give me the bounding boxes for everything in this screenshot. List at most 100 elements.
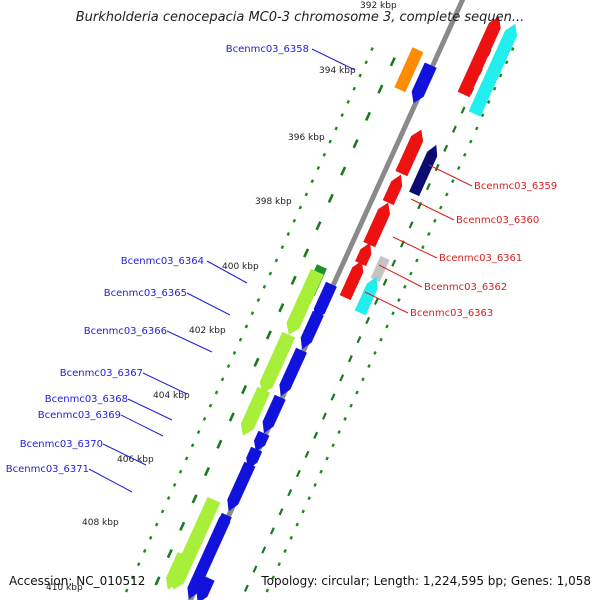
gene-arrow[interactable] [240, 386, 271, 436]
gene-label-connector [127, 398, 173, 421]
scale-label: 410 kbp [46, 583, 83, 593]
tick-mark [352, 139, 359, 149]
tick-mark [433, 218, 437, 223]
tick-mark [277, 562, 281, 567]
gene-arrow[interactable] [259, 331, 296, 394]
topology-summary: Topology: circular; Length: 1,224,595 bp… [261, 574, 591, 588]
scale-label: 398 kbp [255, 197, 292, 207]
tick-mark [328, 139, 332, 144]
gene-arrow[interactable] [354, 276, 378, 316]
tick-mark [301, 509, 305, 514]
gene-label-connector [102, 443, 147, 466]
tick-mark [504, 60, 509, 65]
tick-mark [154, 522, 159, 527]
scale-label: 400 kbp [222, 262, 259, 272]
tick-mark [287, 488, 293, 497]
gene-label-connector [392, 236, 438, 259]
gene-arrow[interactable] [254, 430, 270, 452]
tick-mark [425, 182, 431, 191]
gene-arrow[interactable] [468, 23, 518, 117]
gene-arrow[interactable] [227, 461, 256, 512]
tick-mark [325, 456, 329, 461]
tick-mark [166, 548, 173, 559]
tick-mark [295, 522, 299, 527]
tick-mark [349, 403, 353, 408]
tick-mark [214, 390, 219, 395]
gene-arrow[interactable] [355, 242, 372, 267]
tick-mark [451, 179, 455, 184]
tick-mark [421, 245, 425, 250]
gene-label-left[interactable]: Bcenmc03_6371 [6, 464, 89, 475]
tick-mark [355, 390, 359, 395]
tick-mark [313, 431, 319, 439]
gene-arrow[interactable] [313, 281, 337, 321]
gene-arrow[interactable] [394, 47, 424, 93]
gene-label-left[interactable]: Bcenmc03_6366 [84, 326, 167, 337]
tick-mark [391, 259, 397, 267]
gene-label-left[interactable]: Bcenmc03_6358 [226, 44, 309, 55]
tick-mark [445, 192, 449, 197]
tick-mark [268, 271, 273, 276]
tick-mark [322, 152, 327, 157]
gene-label-left[interactable]: Bcenmc03_6365 [104, 288, 187, 299]
gene-arrow[interactable] [382, 174, 403, 206]
tick-mark [271, 575, 275, 580]
gene-label-left[interactable]: Bcenmc03_6369 [38, 410, 121, 421]
tick-mark [142, 549, 147, 553]
gene-label-right[interactable]: Bcenmc03_6361 [439, 253, 522, 264]
gene-label-right[interactable]: Bcenmc03_6363 [410, 308, 493, 319]
gene-arrow[interactable] [246, 446, 263, 470]
tick-mark [172, 482, 177, 487]
tick-mark [196, 430, 201, 435]
tick-mark [367, 364, 371, 369]
gene-label-right[interactable]: Bcenmc03_6359 [474, 181, 557, 192]
tick-mark [486, 100, 491, 104]
gene-arrow[interactable] [187, 516, 231, 600]
tick-mark [286, 232, 291, 236]
tick-mark [327, 193, 334, 204]
tick-mark [280, 245, 285, 250]
gene-label-connector [186, 292, 231, 316]
tick-mark [154, 576, 161, 586]
gene-label-left[interactable]: Bcenmc03_6368 [45, 394, 128, 405]
tick-mark [283, 549, 287, 553]
gene-label-left[interactable]: Bcenmc03_6370 [20, 439, 103, 450]
tick-mark [480, 113, 485, 118]
tick-mark [216, 439, 223, 449]
gene-arrow[interactable] [279, 347, 307, 397]
gene-label-right[interactable]: Bcenmc03_6360 [456, 215, 539, 226]
tick-mark [389, 57, 396, 67]
gene-label-left[interactable]: Bcenmc03_6367 [60, 368, 143, 379]
gene-arrow[interactable] [300, 310, 324, 350]
gene-label-right[interactable]: Bcenmc03_6362 [424, 282, 507, 293]
tick-mark [373, 297, 379, 306]
gene-arrow[interactable] [363, 202, 390, 248]
tick-mark [178, 469, 183, 474]
gene-arrow[interactable] [370, 255, 390, 282]
tick-mark [340, 113, 344, 118]
gene-label-left[interactable]: Bcenmc03_6364 [121, 256, 204, 267]
tick-mark [307, 496, 311, 501]
gene-arrow[interactable] [286, 268, 324, 335]
gene-arrow[interactable] [196, 575, 215, 600]
tick-mark [292, 218, 297, 223]
tick-mark [166, 496, 171, 501]
tick-mark [457, 166, 461, 170]
tick-mark [148, 535, 153, 540]
tick-mark [463, 152, 467, 157]
gene-arrow[interactable] [411, 62, 437, 104]
tick-mark [409, 271, 413, 276]
gene-arrow[interactable] [409, 144, 438, 197]
tick-mark [298, 205, 303, 210]
gene-arrow[interactable] [339, 260, 364, 301]
tick-mark [278, 508, 284, 516]
scale-label: 408 kbp [82, 518, 119, 528]
gene-arrow[interactable] [166, 552, 190, 590]
gene-arrow[interactable] [457, 16, 501, 98]
gene-arrow[interactable] [262, 394, 286, 434]
tick-mark [232, 350, 237, 355]
gene-arrow[interactable] [395, 129, 424, 177]
scale-label: 396 kbp [288, 133, 325, 143]
tick-mark [427, 232, 431, 236]
